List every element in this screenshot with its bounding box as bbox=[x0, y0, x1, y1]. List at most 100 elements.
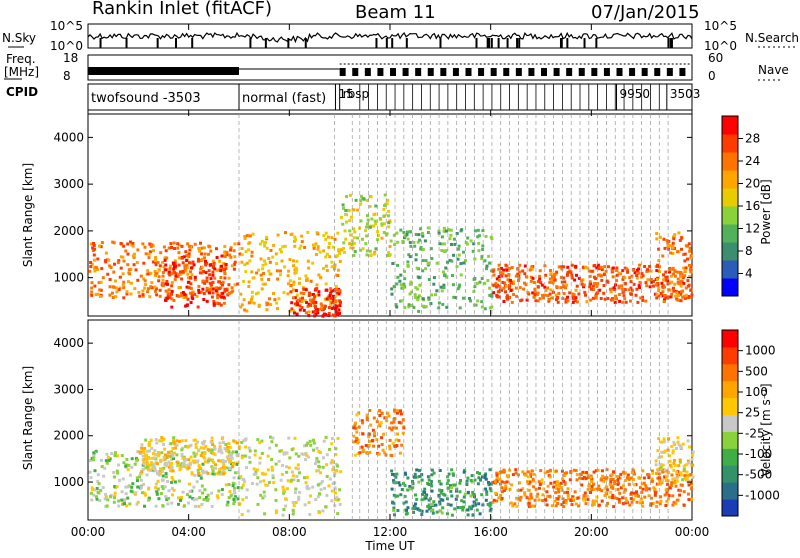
data-pixel bbox=[274, 511, 278, 515]
data-pixel bbox=[228, 490, 232, 494]
data-pixel bbox=[373, 219, 377, 223]
data-pixel bbox=[314, 498, 318, 502]
data-pixel bbox=[108, 293, 112, 297]
data-pixel bbox=[181, 446, 185, 450]
data-pixel bbox=[308, 512, 312, 516]
data-pixel bbox=[91, 246, 95, 250]
data-pixel bbox=[480, 300, 484, 304]
data-pixel bbox=[138, 475, 141, 479]
data-pixel bbox=[489, 235, 493, 239]
data-pixel bbox=[662, 440, 666, 444]
data-pixel bbox=[653, 491, 657, 495]
data-pixel bbox=[195, 294, 199, 298]
data-pixel bbox=[287, 436, 291, 440]
data-pixel bbox=[204, 259, 207, 263]
data-pixel bbox=[286, 479, 290, 483]
data-pixel bbox=[320, 307, 324, 311]
data-pixel bbox=[180, 291, 184, 295]
data-pixel bbox=[536, 299, 540, 303]
data-pixel bbox=[187, 445, 191, 448]
data-pixel bbox=[559, 286, 563, 290]
data-pixel bbox=[396, 275, 400, 279]
data-pixel bbox=[153, 469, 157, 473]
data-pixel bbox=[677, 294, 680, 297]
data-pixel bbox=[659, 499, 663, 503]
data-pixel bbox=[349, 233, 352, 237]
data-pixel bbox=[592, 264, 596, 268]
data-pixel bbox=[592, 487, 596, 491]
data-pixel bbox=[549, 272, 553, 276]
data-pixel bbox=[166, 282, 170, 286]
data-pixel bbox=[453, 242, 457, 246]
data-pixel bbox=[136, 248, 140, 252]
data-pixel bbox=[466, 508, 470, 512]
data-pixel bbox=[343, 250, 346, 254]
data-pixel bbox=[174, 274, 178, 278]
data-pixel bbox=[423, 239, 427, 243]
data-pixel bbox=[154, 482, 158, 486]
data-pixel bbox=[388, 444, 391, 448]
data-pixel bbox=[304, 274, 308, 278]
data-pixel bbox=[164, 495, 168, 499]
data-pixel bbox=[217, 448, 221, 451]
data-pixel bbox=[471, 490, 475, 494]
data-pixel bbox=[280, 259, 284, 263]
y-tick-label: 1000 bbox=[53, 271, 84, 285]
data-pixel bbox=[195, 480, 199, 484]
data-pixel bbox=[644, 281, 648, 285]
data-pixel bbox=[276, 233, 280, 237]
data-pixel bbox=[89, 491, 93, 495]
data-pixel bbox=[663, 246, 667, 250]
data-pixel bbox=[112, 270, 116, 274]
data-pixel bbox=[657, 437, 661, 440]
data-pixel bbox=[113, 491, 117, 495]
data-pixel bbox=[223, 287, 227, 291]
data-pixel bbox=[303, 246, 307, 249]
data-pixel bbox=[284, 497, 287, 501]
data-pixel bbox=[592, 470, 596, 474]
data-pixel bbox=[150, 467, 154, 471]
data-pixel bbox=[106, 498, 110, 502]
data-pixel bbox=[380, 411, 384, 415]
data-pixel bbox=[387, 414, 391, 418]
data-pixel bbox=[271, 468, 274, 472]
data-pixel bbox=[144, 453, 148, 457]
data-pixel bbox=[200, 271, 204, 275]
data-pixel bbox=[391, 262, 395, 265]
nsky-tick-top: 10^5 bbox=[50, 19, 83, 33]
data-pixel bbox=[667, 247, 671, 251]
data-pixel bbox=[311, 485, 315, 489]
data-pixel bbox=[89, 476, 93, 480]
nsearch-label: N.Search bbox=[745, 31, 799, 45]
data-pixel bbox=[455, 232, 459, 235]
data-pixel bbox=[298, 304, 302, 308]
data-pixel bbox=[604, 491, 608, 495]
colorbar-tick-label: 1000 bbox=[745, 344, 776, 358]
data-pixel bbox=[465, 483, 469, 486]
data-pixel bbox=[450, 468, 454, 472]
data-pixel bbox=[605, 488, 609, 492]
colorbar-cell bbox=[722, 206, 738, 225]
data-pixel bbox=[566, 494, 570, 497]
data-pixel bbox=[360, 419, 364, 423]
data-pixel bbox=[673, 443, 677, 447]
data-pixel bbox=[352, 440, 356, 444]
data-pixel bbox=[315, 231, 319, 235]
data-pixel bbox=[651, 502, 655, 505]
data-pixel bbox=[328, 447, 331, 451]
data-pixel bbox=[365, 418, 369, 422]
data-pixel bbox=[514, 468, 518, 472]
data-pixel bbox=[194, 442, 198, 446]
data-pixel bbox=[577, 276, 581, 280]
data-pixel bbox=[439, 491, 443, 495]
data-pixel bbox=[533, 498, 537, 502]
data-pixel bbox=[602, 479, 606, 483]
data-pixel bbox=[529, 275, 533, 279]
data-pixel bbox=[105, 452, 109, 456]
data-pixel bbox=[108, 457, 112, 461]
data-pixel bbox=[676, 440, 680, 444]
data-pixel bbox=[462, 470, 466, 474]
data-pixel bbox=[315, 287, 319, 291]
data-pixel bbox=[147, 256, 151, 260]
freq-block bbox=[352, 68, 359, 76]
